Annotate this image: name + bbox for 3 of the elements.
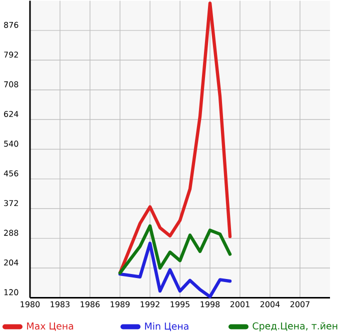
legend-label: Max Цена bbox=[27, 322, 74, 332]
legend-label: Сред.Цена, т.йен bbox=[252, 322, 338, 332]
legend-label: Min Цена bbox=[145, 322, 188, 332]
